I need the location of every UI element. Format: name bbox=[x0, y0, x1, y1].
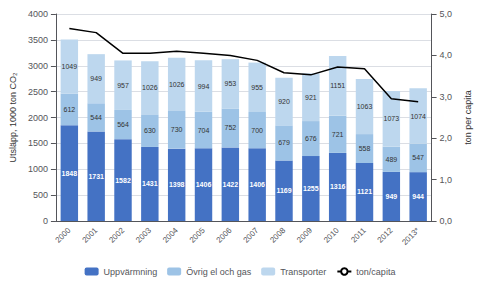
svg-text:1848: 1848 bbox=[62, 170, 78, 177]
svg-text:0: 0 bbox=[43, 216, 48, 226]
svg-text:Transporter: Transporter bbox=[280, 267, 326, 277]
svg-text:5,0: 5,0 bbox=[440, 9, 453, 19]
svg-text:500: 500 bbox=[33, 190, 48, 200]
svg-text:949: 949 bbox=[90, 75, 102, 82]
svg-text:955: 955 bbox=[251, 84, 263, 91]
svg-text:921: 921 bbox=[305, 94, 317, 101]
svg-text:630: 630 bbox=[144, 127, 156, 134]
svg-text:547: 547 bbox=[412, 154, 424, 161]
svg-text:1063: 1063 bbox=[357, 103, 373, 110]
svg-text:1582: 1582 bbox=[115, 177, 131, 184]
svg-text:1431: 1431 bbox=[142, 180, 158, 187]
svg-text:2005: 2005 bbox=[188, 225, 207, 244]
svg-text:949: 949 bbox=[385, 193, 397, 200]
svg-text:1406: 1406 bbox=[196, 181, 212, 188]
svg-text:489: 489 bbox=[385, 156, 397, 163]
svg-text:3000: 3000 bbox=[28, 61, 48, 71]
svg-text:1255: 1255 bbox=[303, 185, 319, 192]
svg-text:2011: 2011 bbox=[349, 225, 368, 244]
svg-text:2500: 2500 bbox=[28, 87, 48, 97]
svg-text:544: 544 bbox=[90, 114, 102, 121]
svg-text:Utsläpp, 1000 ton CO₂: Utsläpp, 1000 ton CO₂ bbox=[8, 72, 18, 163]
svg-text:920: 920 bbox=[278, 98, 290, 105]
svg-text:2007: 2007 bbox=[241, 225, 260, 244]
svg-text:558: 558 bbox=[359, 145, 371, 152]
svg-text:957: 957 bbox=[117, 82, 129, 89]
svg-text:1500: 1500 bbox=[28, 138, 48, 148]
svg-text:676: 676 bbox=[305, 135, 317, 142]
svg-text:1731: 1731 bbox=[88, 173, 104, 180]
svg-text:2000: 2000 bbox=[28, 113, 48, 123]
svg-text:2009: 2009 bbox=[295, 225, 314, 244]
svg-text:2002: 2002 bbox=[107, 225, 126, 244]
svg-text:4000: 4000 bbox=[28, 9, 48, 19]
svg-text:2008: 2008 bbox=[268, 225, 287, 244]
svg-text:1151: 1151 bbox=[330, 82, 345, 89]
svg-text:721: 721 bbox=[332, 131, 344, 138]
svg-text:3,0: 3,0 bbox=[440, 92, 453, 102]
svg-text:2003: 2003 bbox=[134, 225, 153, 244]
svg-text:1026: 1026 bbox=[169, 81, 185, 88]
svg-text:2000: 2000 bbox=[54, 225, 73, 244]
svg-text:2010: 2010 bbox=[322, 225, 341, 244]
svg-text:2013*: 2013* bbox=[400, 226, 421, 247]
svg-text:1026: 1026 bbox=[142, 84, 158, 91]
svg-text:2001: 2001 bbox=[80, 225, 99, 244]
svg-text:1422: 1422 bbox=[223, 181, 239, 188]
svg-text:704: 704 bbox=[198, 127, 210, 134]
svg-text:752: 752 bbox=[224, 124, 236, 131]
svg-text:2012: 2012 bbox=[376, 225, 395, 244]
svg-text:700: 700 bbox=[251, 127, 263, 134]
svg-text:Övrig el och gas: Övrig el och gas bbox=[186, 267, 252, 277]
svg-text:1073: 1073 bbox=[384, 115, 400, 122]
svg-text:2,0: 2,0 bbox=[440, 133, 453, 143]
svg-text:612: 612 bbox=[63, 106, 75, 113]
svg-text:994: 994 bbox=[198, 83, 210, 90]
svg-text:730: 730 bbox=[171, 126, 183, 133]
svg-text:1398: 1398 bbox=[169, 181, 185, 188]
svg-text:3500: 3500 bbox=[28, 35, 48, 45]
svg-text:0,0: 0,0 bbox=[440, 216, 453, 226]
svg-text:ton per capita: ton per capita bbox=[463, 90, 473, 145]
svg-text:679: 679 bbox=[278, 139, 290, 146]
svg-text:1074: 1074 bbox=[410, 113, 426, 120]
svg-text:2006: 2006 bbox=[215, 225, 234, 244]
svg-text:1169: 1169 bbox=[276, 187, 291, 194]
svg-text:4,0: 4,0 bbox=[440, 50, 453, 60]
svg-text:1000: 1000 bbox=[28, 164, 48, 174]
svg-text:1406: 1406 bbox=[249, 181, 265, 188]
svg-text:944: 944 bbox=[412, 193, 424, 200]
svg-text:1121: 1121 bbox=[357, 188, 372, 195]
svg-text:Uppvärmning: Uppvärmning bbox=[104, 267, 158, 277]
svg-text:953: 953 bbox=[224, 80, 236, 87]
svg-text:564: 564 bbox=[117, 121, 129, 128]
svg-text:ton/capita: ton/capita bbox=[356, 267, 395, 277]
svg-text:1316: 1316 bbox=[330, 183, 346, 190]
svg-text:2004: 2004 bbox=[161, 225, 180, 244]
svg-text:1049: 1049 bbox=[62, 63, 78, 70]
svg-text:1,0: 1,0 bbox=[440, 175, 453, 185]
